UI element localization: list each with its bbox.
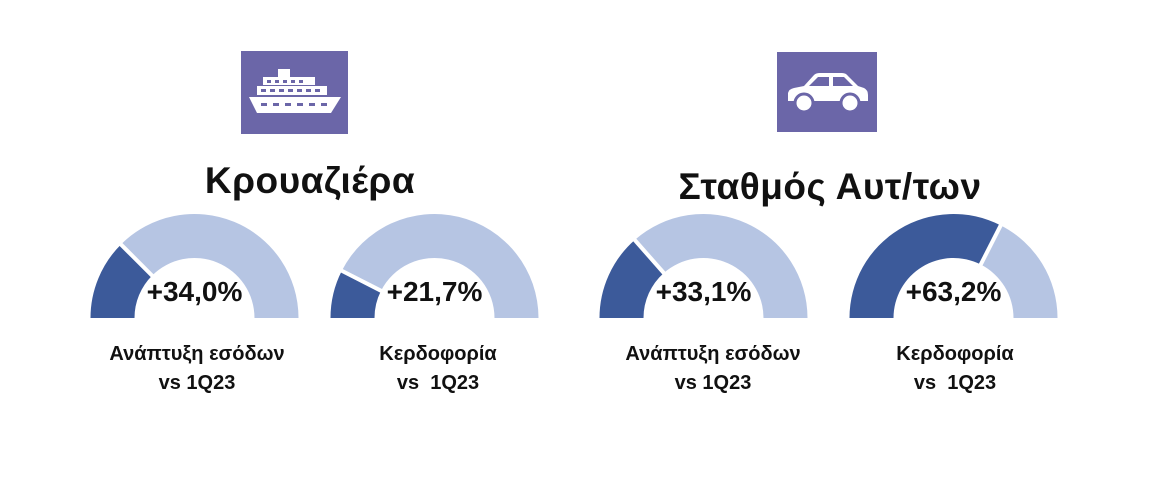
gauge-cruise-revenue-arc: [90, 214, 299, 318]
label-line: vs 1Q23: [913, 372, 997, 394]
label-line: vs 1Q23: [158, 372, 236, 394]
gauge-car-profitability: +63,2%: [846, 212, 1061, 322]
gauge-separator: [339, 268, 384, 294]
gauge-value: +63,2%: [905, 276, 1002, 307]
gauge-label-car-revenue: Ανάπτυξη εσόδων vs 1Q23: [588, 340, 838, 398]
section-title-cruise: Κρουαζιέρα: [204, 160, 416, 201]
label-line: vs 1Q23: [396, 372, 480, 394]
label-line: Ανάπτυξη εσόδων: [625, 343, 801, 365]
gauge-cruise-profitability: +21,7%: [327, 212, 542, 322]
cruise-ship-icon: [241, 51, 348, 134]
gauge-label-car-profitability: Κερδοφορία vs 1Q23: [840, 340, 1070, 398]
car-icon: [777, 52, 877, 132]
gauge-separator: [118, 241, 155, 279]
gauge-remaining-arc: [341, 213, 539, 318]
section-title-car-station: Σταθμός Αυτ/των: [678, 166, 982, 207]
label-line: Κερδοφορία: [379, 343, 497, 365]
label-line: Ανάπτυξη εσόδων: [109, 343, 285, 365]
gauge-remaining-arc: [980, 225, 1058, 318]
label-line: Κερδοφορία: [896, 343, 1014, 365]
gauge-cruise-revenue: +34,0%: [87, 212, 302, 322]
gauge-filled-arc: [849, 214, 1001, 318]
gauge-cruise-profitability-arc: [330, 213, 539, 318]
gauge-filled-arc: [330, 270, 382, 318]
gauge-car-profitability-arc: [849, 214, 1058, 318]
gauge-label-cruise-profitability: Κερδοφορία vs 1Q23: [318, 340, 558, 398]
gauge-label-cruise-revenue: Ανάπτυξη εσόδων vs 1Q23: [72, 340, 322, 398]
gauge-separator: [631, 237, 667, 276]
gauge-car-revenue: +33,1%: [596, 212, 811, 322]
gauge-car-revenue-arc: [599, 213, 808, 318]
gauge-separator: [978, 222, 1004, 268]
gauge-remaining-arc: [120, 214, 299, 318]
gauge-filled-arc: [599, 239, 664, 318]
gauge-value: +34,0%: [146, 276, 243, 307]
label-line: vs 1Q23: [674, 372, 752, 394]
gauge-value: +33,1%: [655, 276, 752, 307]
gauge-value: +21,7%: [386, 276, 483, 307]
gauge-remaining-arc: [634, 213, 808, 318]
